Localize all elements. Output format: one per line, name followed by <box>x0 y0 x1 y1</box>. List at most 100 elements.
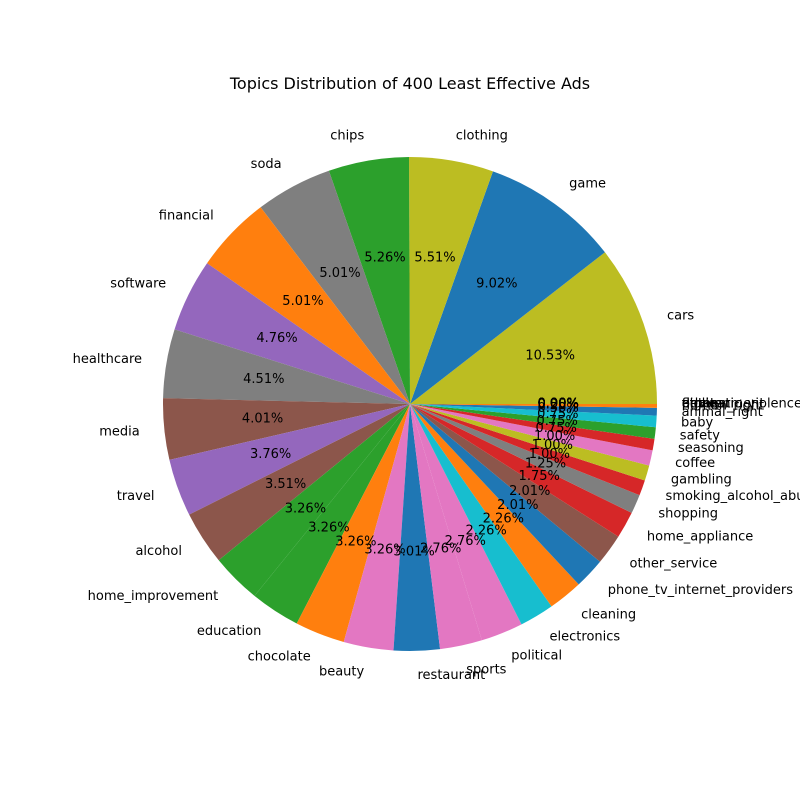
pct-alcohol: 3.51% <box>265 477 306 492</box>
pct-home-improvement: 3.26% <box>285 502 326 517</box>
pct-travel: 3.76% <box>250 447 291 462</box>
pct-other-service: 2.01% <box>509 484 550 499</box>
label-cleaning: cleaning <box>581 608 636 623</box>
label-unclear: unclear <box>682 397 731 412</box>
label-chocolate: chocolate <box>248 649 311 664</box>
pct-restaurant: 3.01% <box>393 545 434 560</box>
percent-labels: 10.53% 9.02% 5.51% 5.26% 5.01% 5.01% 4.76% 4.51… <box>242 250 579 559</box>
pct-game: 9.02% <box>476 276 517 291</box>
label-phone-tv-internet-providers: phone_tv_internet_providers <box>608 583 794 598</box>
pct-clothing: 5.51% <box>414 250 455 265</box>
label-cars: cars <box>667 308 694 323</box>
slice-financial <box>207 207 410 404</box>
label-smoking-alcohol-abuse: smoking_alcohol_abuse <box>666 489 800 504</box>
slice-seasoning <box>410 404 655 451</box>
label-other-service: other_service <box>630 557 718 572</box>
label-flights: flights <box>682 397 722 412</box>
pct-education: 3.26% <box>308 521 349 536</box>
label-alcohol: alcohol <box>135 544 181 559</box>
pct-home-appliance: 1.75% <box>519 469 560 484</box>
pct-sports: 2.76% <box>420 541 461 556</box>
pct-domestic-violence: 0.00% <box>538 397 579 412</box>
pct-media: 4.01% <box>242 412 283 427</box>
pct-flights: 0.00% <box>538 397 579 412</box>
slice-home-appliance <box>410 404 632 537</box>
pct-pet: 0.00% <box>538 397 579 412</box>
pct-beauty: 3.26% <box>364 543 405 558</box>
label-political: political <box>511 649 562 664</box>
label-pet: pet <box>682 397 703 412</box>
slice-political <box>410 404 522 641</box>
slice-clothing <box>409 156 493 404</box>
label-seasoning: seasoning <box>678 441 744 456</box>
label-chips: chips <box>330 129 364 144</box>
slice-safety <box>410 404 656 439</box>
pct-animal-right: 0.50% <box>537 401 578 416</box>
label-human-right: human_right <box>682 399 764 414</box>
label-other: other <box>682 397 717 412</box>
label-software: software <box>110 277 166 292</box>
label-shopping: shopping <box>658 507 718 522</box>
slice-gambling <box>410 404 650 481</box>
pct-human-right: 0.25% <box>538 398 579 413</box>
slice-chocolate <box>296 404 410 642</box>
slice-other-service <box>410 404 619 562</box>
slice-home-improvement <box>218 404 410 596</box>
label-safety: safety <box>680 429 720 444</box>
slice-phone-tv-internet-providers <box>410 404 601 585</box>
label-animal-right: animal_right <box>682 405 763 420</box>
slice-soda <box>260 170 410 404</box>
pie-slices <box>163 156 657 652</box>
pct-soda: 5.01% <box>319 266 360 281</box>
label-coffee: coffee <box>675 456 715 471</box>
label-restaurant: restaurant <box>417 668 485 683</box>
label-home-improvement: home_improvement <box>88 589 219 604</box>
slice-education <box>254 404 410 624</box>
chart-title: Topics Distribution of 400 Least Effecti… <box>229 74 590 93</box>
label-baby: baby <box>681 416 713 431</box>
pct-electronics: 2.26% <box>465 524 506 539</box>
pct-shopping: 1.25% <box>525 457 566 472</box>
slice-alcohol <box>189 404 410 561</box>
slice-coffee <box>410 404 653 466</box>
slice-healthcare <box>163 329 410 404</box>
pct-safety: 0.75% <box>537 414 578 429</box>
label-clothing: clothing <box>456 129 508 144</box>
pct-smoking-alcohol-abuse: 1.00% <box>529 447 570 462</box>
pct-baby: 0.75% <box>537 407 578 422</box>
slice-human-right <box>410 404 657 408</box>
pct-financial: 5.01% <box>282 294 323 309</box>
pct-cars: 10.53% <box>525 348 575 363</box>
label-environment: environment <box>682 397 765 412</box>
slice-sports <box>410 404 482 650</box>
slice-chips <box>328 157 410 404</box>
pct-coffee: 1.00% <box>534 429 575 444</box>
pct-environment: 0.00% <box>538 397 579 412</box>
label-home-appliance: home_appliance <box>647 530 753 545</box>
label-education: education <box>197 624 262 639</box>
pct-gambling: 1.00% <box>532 438 573 453</box>
slice-baby <box>410 404 657 428</box>
label-media: media <box>99 424 140 439</box>
pct-software: 4.76% <box>256 331 297 346</box>
slice-cleaning <box>410 404 579 607</box>
slice-shopping <box>410 404 640 513</box>
pct-unclear: 0.00% <box>538 397 579 412</box>
slice-cars <box>410 252 657 404</box>
slice-labels: cars game clothing chips soda financial softwa… <box>73 129 800 683</box>
slice-travel <box>169 404 410 515</box>
pct-political: 2.76% <box>445 534 486 549</box>
label-electronics: electronics <box>550 630 621 645</box>
label-gambling: gambling <box>671 472 732 487</box>
label-sports: sports <box>466 662 506 677</box>
label-beauty: beauty <box>319 664 365 679</box>
slice-beauty <box>343 404 410 651</box>
label-soda: soda <box>251 157 282 172</box>
pct-seasoning: 0.75% <box>536 421 577 436</box>
pct-chips: 5.26% <box>364 250 405 265</box>
label-game: game <box>569 176 606 191</box>
slice-electronics <box>410 404 552 625</box>
pct-other: 0.00% <box>538 397 579 412</box>
pct-healthcare: 4.51% <box>243 372 284 387</box>
